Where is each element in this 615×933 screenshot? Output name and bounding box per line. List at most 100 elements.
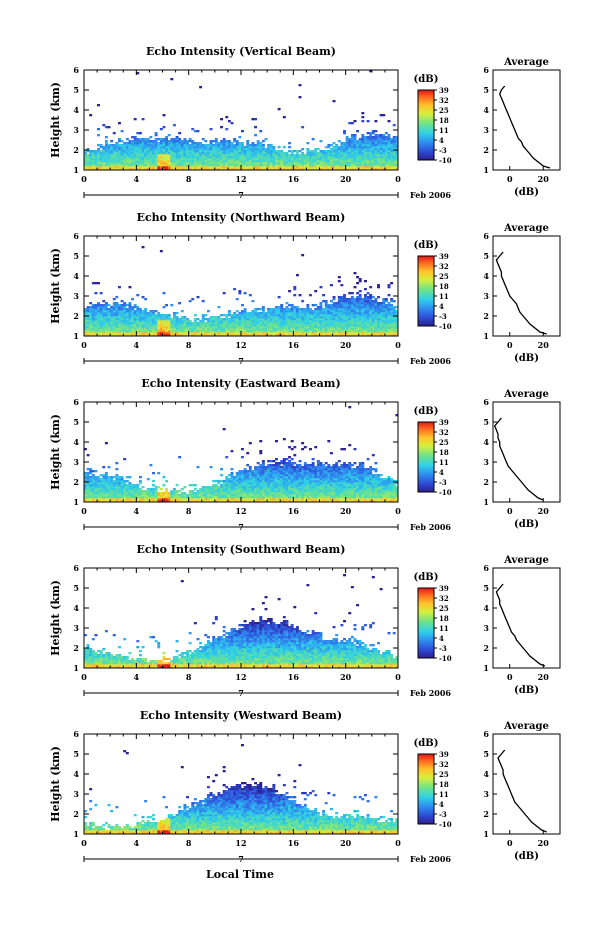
average-y-tick-label: 5 — [483, 417, 489, 427]
average-y-tick-label: 4 — [483, 769, 489, 779]
colorbar-tick-label: -3 — [439, 312, 447, 321]
date-label: Feb 2006 — [410, 854, 451, 864]
y-tick-label: 3 — [73, 125, 79, 135]
average-y-tick-label: 6 — [483, 397, 489, 407]
x-tick-label: 20 — [340, 838, 352, 848]
average-y-tick-label: 5 — [483, 583, 489, 593]
panel-title: Echo Intensity (Northward Beam) — [137, 211, 346, 224]
y-tick-label: 6 — [73, 231, 79, 241]
average-y-tick-label: 2 — [483, 643, 489, 653]
colorbar-tick-label: 39 — [439, 86, 449, 95]
colorbar-tick-label: 4 — [439, 136, 444, 145]
average-title: Average — [503, 389, 549, 400]
y-tick-label: 2 — [73, 477, 79, 487]
x-tick-label: 0 — [395, 838, 401, 848]
colorbar — [418, 588, 434, 658]
y-tick-label: 3 — [73, 291, 79, 301]
colorbar-tick-label: 39 — [439, 584, 449, 593]
panel-2: Echo Intensity (Northward Beam)Height (k… — [49, 211, 560, 366]
x-tick-label: 8 — [186, 174, 192, 184]
colorbar-tick-label: 18 — [439, 448, 449, 457]
colorbar-tick-label: -10 — [439, 156, 452, 165]
y-tick-label: 5 — [73, 85, 79, 95]
colorbar-label: (dB) — [414, 74, 439, 85]
y-tick-label: 5 — [73, 749, 79, 759]
colorbar-tick-label: 32 — [439, 262, 449, 271]
y-tick-label: 6 — [73, 729, 79, 739]
panel-title: Echo Intensity (Eastward Beam) — [141, 377, 340, 390]
date-marker: 7 — [238, 356, 244, 366]
x-tick-label: 20 — [340, 672, 352, 682]
average-y-tick-label: 6 — [483, 563, 489, 573]
colorbar-tick-label: 4 — [439, 634, 444, 643]
average-y-tick-label: 4 — [483, 603, 489, 613]
y-tick-label: 3 — [73, 789, 79, 799]
average-x-tick-label: 0 — [507, 174, 513, 184]
x-tick-label: 0 — [81, 174, 87, 184]
date-label: Feb 2006 — [410, 522, 451, 532]
figure-xlabel: Local Time — [206, 868, 274, 881]
average-y-tick-label: 6 — [483, 65, 489, 75]
date-label: Feb 2006 — [410, 190, 451, 200]
x-tick-label: 0 — [81, 672, 87, 682]
average-y-tick-label: 1 — [483, 663, 489, 673]
x-tick-label: 20 — [340, 340, 352, 350]
average-profile-line — [496, 252, 546, 334]
y-tick-label: 2 — [73, 311, 79, 321]
colorbar-tick-label: -10 — [439, 654, 452, 663]
date-marker: 7 — [238, 854, 244, 864]
y-tick-label: 4 — [73, 271, 79, 281]
x-tick-label: 0 — [81, 340, 87, 350]
average-frame — [493, 70, 560, 170]
colorbar-tick-label: 39 — [439, 750, 449, 759]
average-y-tick-label: 2 — [483, 145, 489, 155]
panel-5: Echo Intensity (Westward Beam)Height (km… — [49, 709, 560, 864]
colorbar-tick-label: 39 — [439, 418, 449, 427]
colorbar-tick-label: -10 — [439, 488, 452, 497]
colorbar-tick-label: -3 — [439, 146, 447, 155]
average-y-tick-label: 3 — [483, 789, 489, 799]
y-tick-label: 6 — [73, 397, 79, 407]
average-profile-line — [498, 750, 547, 832]
colorbar-tick-label: 32 — [439, 428, 449, 437]
colorbar-tick-label: 4 — [439, 302, 444, 311]
colorbar-tick-label: 11 — [439, 458, 449, 467]
colorbar-tick-label: 39 — [439, 252, 449, 261]
y-axis-label: Height (km) — [49, 414, 62, 490]
average-xlabel: (dB) — [514, 851, 539, 862]
x-tick-label: 0 — [395, 174, 401, 184]
x-tick-label: 16 — [288, 838, 300, 848]
colorbar-tick-label: -3 — [439, 810, 447, 819]
y-tick-label: 2 — [73, 809, 79, 819]
echo-field — [84, 246, 398, 336]
colorbar — [418, 754, 434, 824]
colorbar-tick-label: -3 — [439, 478, 447, 487]
y-tick-label: 1 — [73, 165, 79, 175]
echo-field — [84, 574, 398, 668]
colorbar-tick-label: 11 — [439, 624, 449, 633]
colorbar-label: (dB) — [414, 738, 439, 749]
y-tick-label: 4 — [73, 437, 79, 447]
colorbar — [418, 422, 434, 492]
colorbar-tick-label: 4 — [439, 468, 444, 477]
x-tick-label: 0 — [81, 506, 87, 516]
x-tick-label: 12 — [235, 506, 246, 516]
x-tick-label: 16 — [288, 174, 300, 184]
x-tick-label: 8 — [186, 506, 192, 516]
x-tick-label: 4 — [134, 174, 140, 184]
y-tick-label: 4 — [73, 769, 79, 779]
colorbar-tick-label: 32 — [439, 760, 449, 769]
average-x-tick-label: 20 — [538, 838, 550, 848]
average-y-tick-label: 2 — [483, 809, 489, 819]
x-tick-label: 20 — [340, 174, 352, 184]
colorbar-tick-label: 18 — [439, 282, 449, 291]
x-tick-label: 8 — [186, 340, 192, 350]
colorbar-tick-label: 25 — [439, 106, 449, 115]
x-tick-label: 12 — [235, 672, 246, 682]
colorbar-tick-label: -10 — [439, 322, 452, 331]
y-tick-label: 2 — [73, 145, 79, 155]
x-tick-label: 8 — [186, 838, 192, 848]
y-tick-label: 3 — [73, 457, 79, 467]
